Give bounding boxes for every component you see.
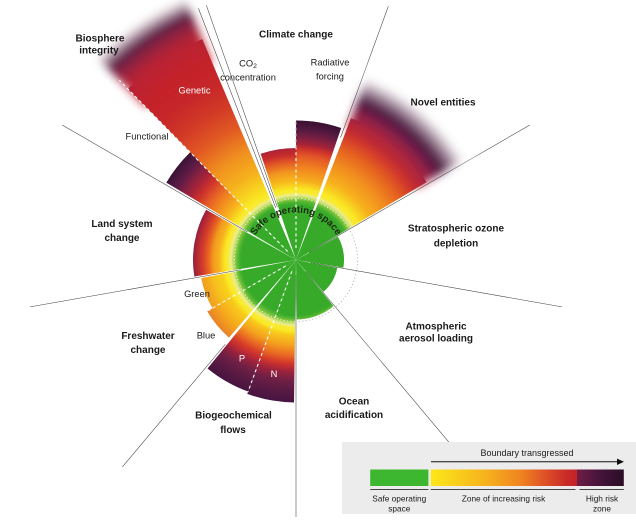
svg-text:Functional: Functional [126,132,169,142]
svg-text:Safe operating: Safe operating [372,494,426,504]
svg-text:change: change [130,345,165,356]
svg-text:Biosphere: Biosphere [76,34,125,45]
svg-text:Genetic: Genetic [178,86,210,96]
svg-text:Atmospheric: Atmospheric [405,322,467,333]
svg-text:Freshwater: Freshwater [121,331,174,342]
svg-text:Land system: Land system [91,219,152,230]
svg-text:Green: Green [184,289,210,299]
svg-text:Boundary transgressed: Boundary transgressed [480,448,573,458]
svg-text:forcing: forcing [316,72,344,82]
svg-text:Zone of increasing risk: Zone of increasing risk [462,494,546,504]
svg-text:flows: flows [220,425,246,436]
svg-text:integrity: integrity [79,46,119,57]
svg-text:acidification: acidification [325,410,383,421]
svg-text:Novel entities: Novel entities [410,98,475,109]
svg-text:aerosol loading: aerosol loading [399,334,473,345]
svg-text:Blue: Blue [197,331,216,341]
svg-text:Ocean: Ocean [339,397,370,408]
svg-text:space: space [388,504,411,514]
svg-text:Radiative: Radiative [311,58,350,68]
svg-text:concentration: concentration [220,73,276,83]
svg-text:depletion: depletion [434,239,478,250]
svg-text:Stratospheric ozone: Stratospheric ozone [408,224,505,235]
svg-text:zone: zone [593,504,611,514]
svg-text:P: P [239,354,245,364]
svg-text:change: change [104,233,139,244]
svg-text:Biogeochemical: Biogeochemical [195,411,272,422]
svg-text:Climate change: Climate change [259,29,333,40]
svg-text:High risk: High risk [586,494,619,504]
svg-text:N: N [271,369,278,379]
svg-text:CO2: CO2 [239,59,257,71]
